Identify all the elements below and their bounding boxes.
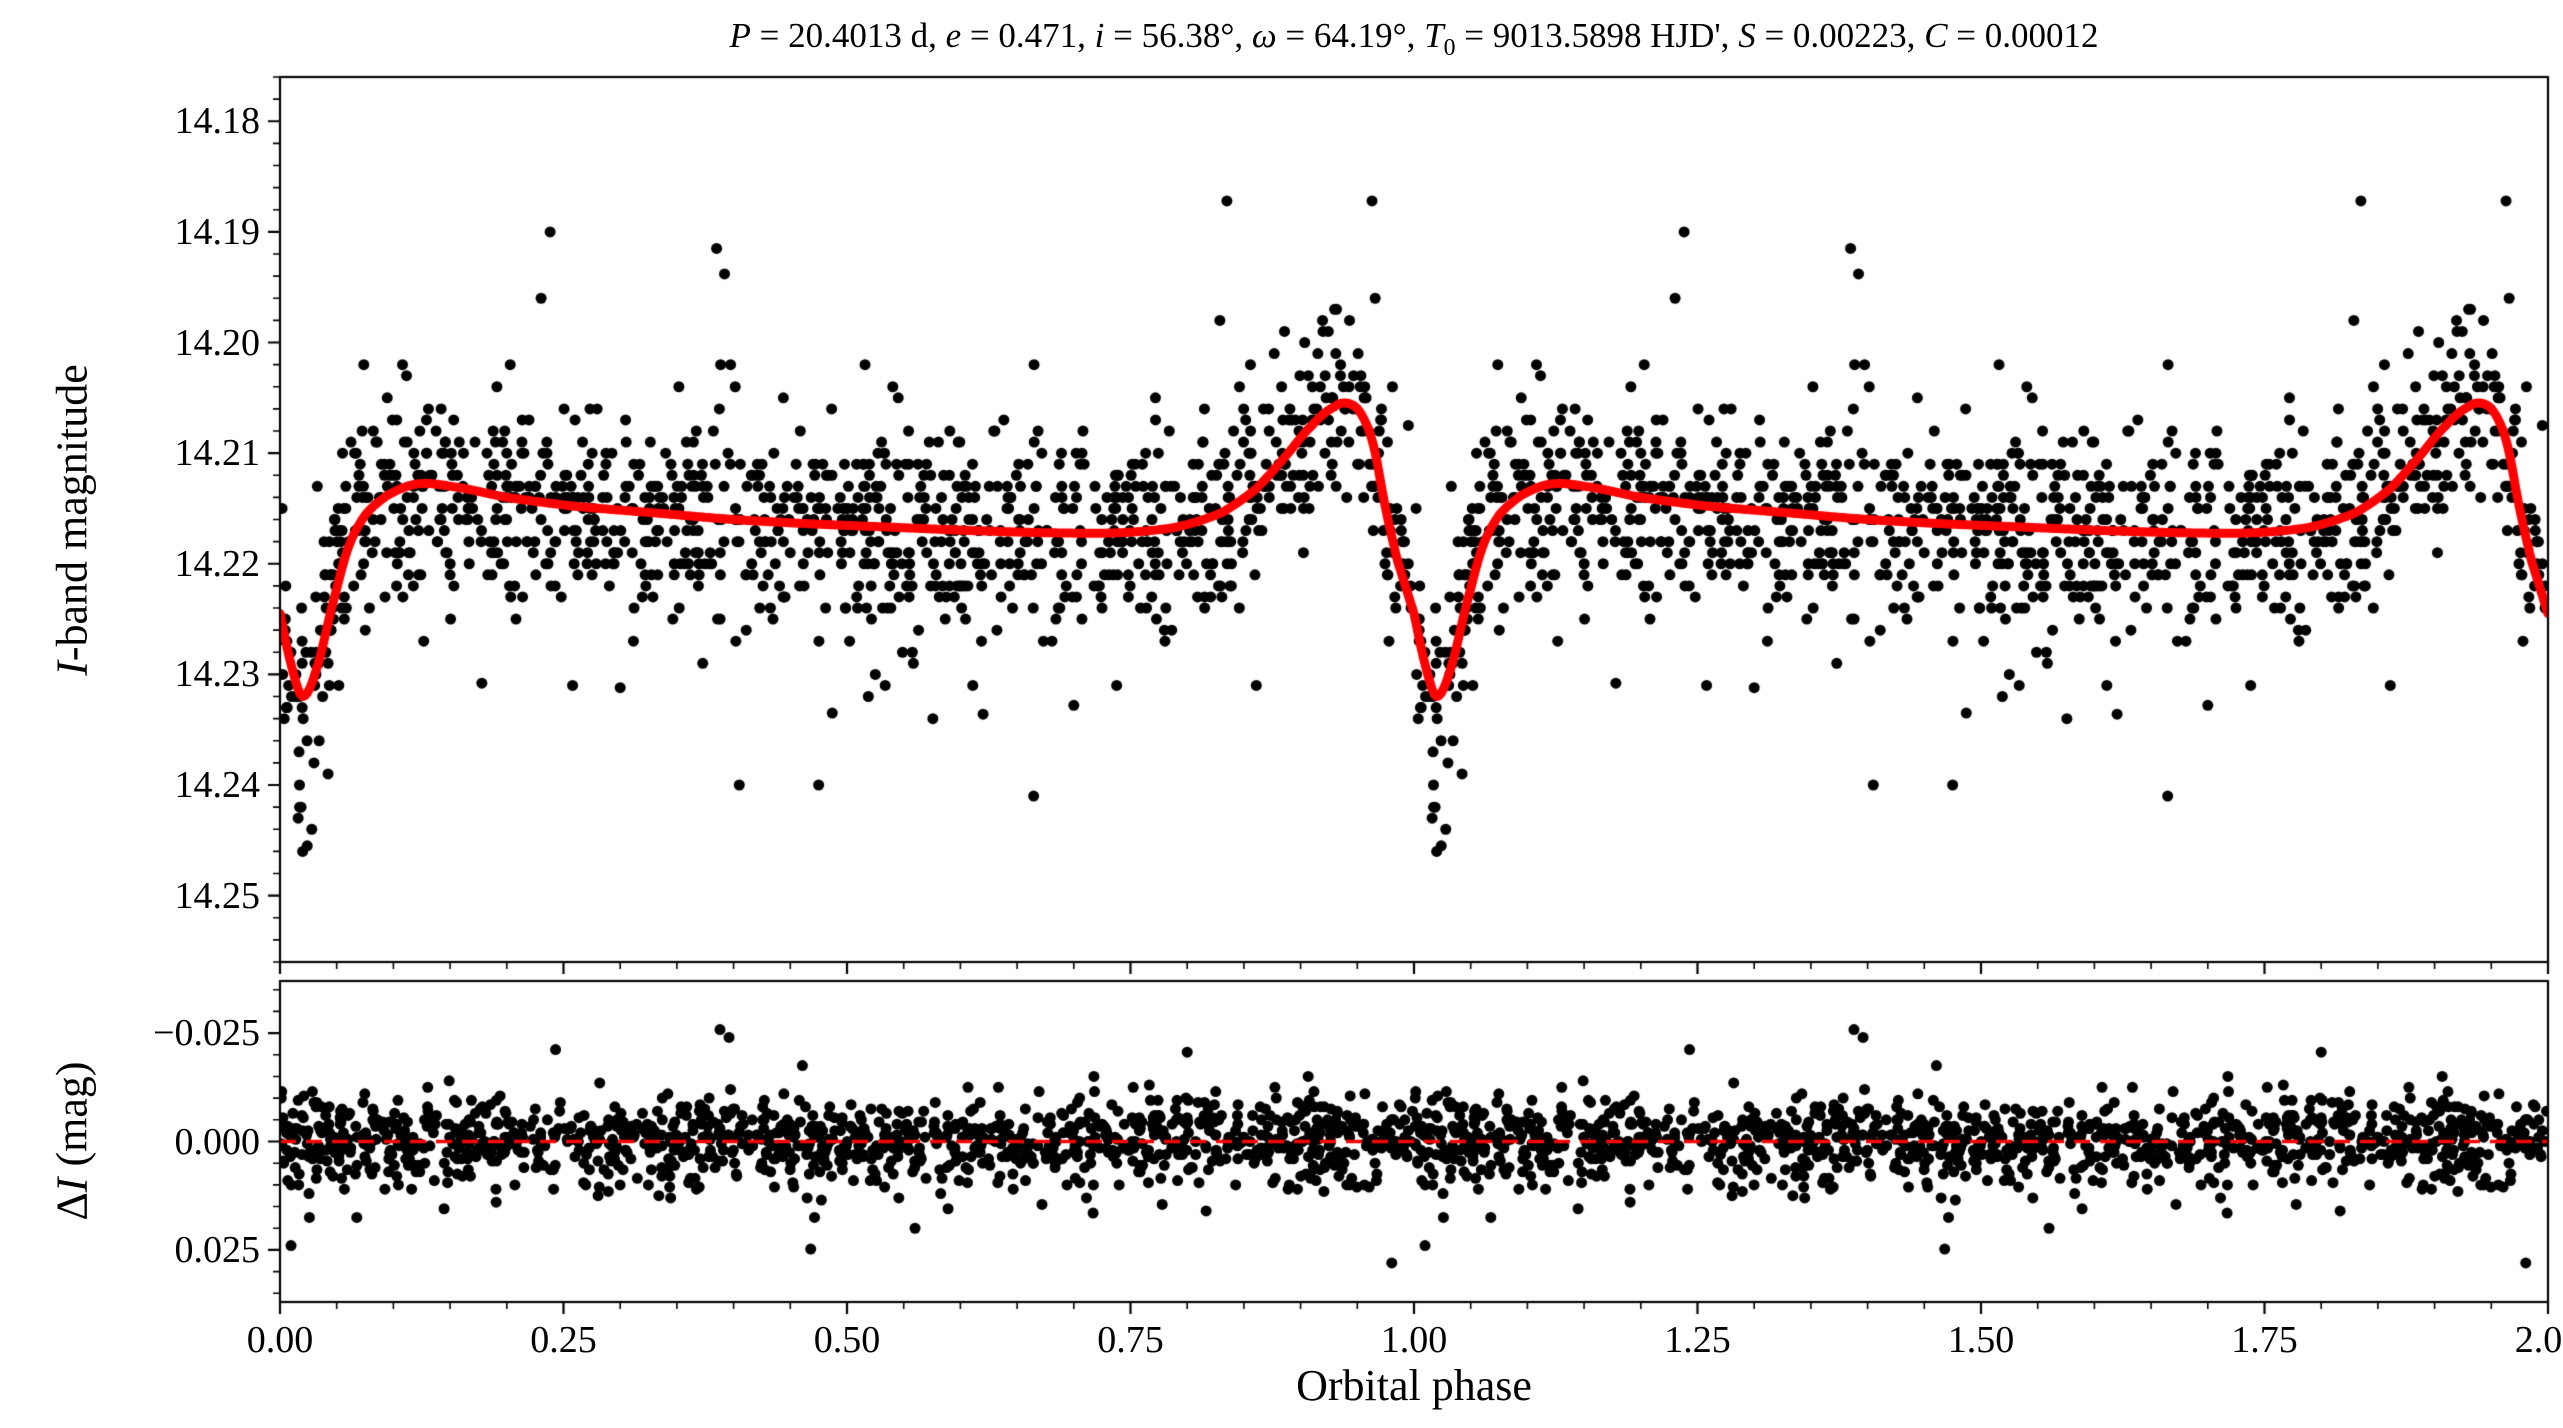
x-tick-label: 0.00 [246,1319,314,1361]
y-tick-label: −0.025 [153,1012,260,1055]
y-tick-label: 14.24 [174,764,261,806]
chart-title: P = 20.4013 d, e = 0.471, i = 56.38°, ω … [729,16,2099,61]
x-tick-label: 1.25 [1664,1319,1731,1361]
x-tick-label: 0.50 [813,1319,881,1361]
y-tick-label: 14.21 [174,432,261,475]
x-axis-label: Orbital phase [1296,1361,1532,1410]
y-tick-label: 14.22 [174,542,261,585]
y-tick-label: 14.19 [174,210,261,253]
y-axis-label-residuals: ΔI (mag) [47,1061,97,1221]
y-tick-label: 14.18 [174,100,261,143]
y-tick-label: 14.25 [174,874,261,917]
y-tick-label: 14.20 [174,321,261,364]
x-tick-label: 2.00 [2514,1319,2563,1361]
y-axis-label-magnitude: I-band magnitude [47,364,97,676]
y-tick-label: 14.23 [174,653,261,696]
x-tick-label: 1.50 [1947,1319,2015,1361]
x-tick-label: 1.00 [1380,1319,1448,1361]
y-tick-label: 0.000 [174,1120,261,1163]
x-tick-label: 0.25 [530,1319,597,1361]
x-tick-label: 1.75 [2231,1319,2298,1361]
x-tick-label: 0.75 [1097,1319,1164,1361]
y-tick-label: 0.025 [174,1228,261,1271]
